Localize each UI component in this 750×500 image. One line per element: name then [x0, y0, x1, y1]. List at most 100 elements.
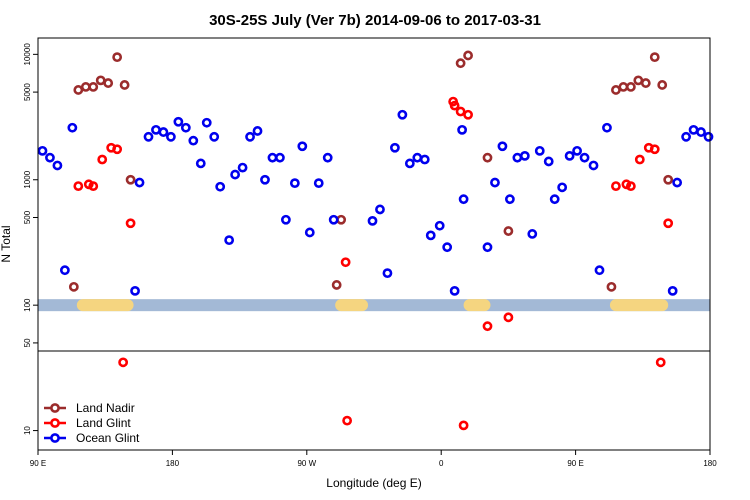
data-point — [166, 131, 176, 142]
data-point — [125, 218, 136, 229]
data-point — [209, 131, 220, 142]
data-point — [188, 135, 199, 146]
data-point — [180, 122, 191, 133]
data-point — [657, 80, 668, 90]
data-point — [482, 321, 493, 332]
data-point — [97, 154, 108, 165]
data-point — [158, 127, 169, 137]
data-point — [611, 85, 621, 95]
data-point — [504, 194, 515, 205]
data-point — [215, 181, 226, 192]
y-tick-label: 50 — [23, 338, 32, 347]
data-point — [625, 82, 636, 92]
data-point — [237, 162, 248, 173]
data-point — [681, 131, 692, 142]
plot-frame — [37, 37, 711, 451]
legend-label: Ocean Glint — [76, 431, 140, 445]
x-axis-label: Longitude (deg E) — [326, 476, 421, 490]
data-point — [390, 142, 400, 153]
data-point — [696, 127, 706, 137]
data-point — [458, 194, 469, 205]
data-point — [397, 109, 408, 120]
data-point — [649, 144, 660, 155]
data-point — [59, 265, 70, 276]
legend-marker — [50, 418, 60, 428]
data-point — [534, 145, 545, 156]
data-point — [672, 177, 683, 188]
data-point — [640, 78, 651, 88]
data-point — [367, 215, 378, 226]
data-point — [425, 230, 436, 241]
points-layer — [37, 50, 714, 431]
data-point — [703, 131, 714, 142]
data-point — [404, 158, 415, 169]
data-point — [88, 181, 99, 192]
data-point — [37, 145, 48, 156]
data-point — [52, 160, 63, 171]
data-point — [331, 280, 342, 290]
data-point — [667, 285, 678, 296]
data-point — [482, 152, 493, 163]
y-tick-label: 100 — [23, 298, 32, 312]
land-segment — [463, 299, 491, 312]
data-point — [118, 357, 129, 368]
y-axis-label: N Total — [0, 225, 13, 262]
data-point — [275, 152, 285, 163]
data-point — [455, 58, 466, 69]
data-point — [201, 117, 212, 128]
data-point — [103, 78, 114, 88]
data-point — [73, 181, 84, 192]
data-point — [134, 177, 145, 188]
data-point — [419, 154, 430, 165]
data-point — [289, 178, 300, 189]
data-point — [625, 181, 636, 192]
x-tick-label: 180 — [703, 459, 717, 468]
legend-label: Land Glint — [76, 416, 131, 430]
data-point — [588, 160, 599, 171]
data-point — [527, 229, 538, 239]
data-point — [382, 268, 393, 279]
x-axis-ticks: 90 E 180 90 W 0 90 E 180 — [30, 450, 717, 468]
legend-marker — [50, 433, 60, 443]
y-tick-label: 5000 — [23, 83, 32, 101]
chart-title: 30S-25S July (Ver 7b) 2014-09-06 to 2017… — [209, 12, 541, 29]
data-point — [260, 174, 270, 185]
data-point — [297, 141, 308, 152]
y-tick-label: 10000 — [23, 43, 32, 66]
x-tick-label: 180 — [166, 459, 180, 468]
y-tick-label: 500 — [23, 210, 32, 224]
data-point — [482, 242, 493, 253]
data-point — [463, 109, 473, 120]
data-point — [572, 145, 582, 156]
data-point — [655, 357, 666, 368]
y-tick-label: 10 — [23, 426, 32, 435]
data-point — [125, 174, 136, 185]
data-point — [442, 242, 453, 253]
data-point — [252, 126, 263, 136]
data-point — [449, 100, 460, 111]
data-point — [449, 285, 460, 296]
data-point — [602, 122, 612, 133]
data-point — [340, 257, 351, 268]
land-segment — [609, 299, 669, 312]
data-point — [119, 80, 130, 90]
data-point — [579, 152, 590, 163]
data-point — [557, 182, 568, 193]
data-point — [564, 150, 575, 161]
data-point — [130, 285, 140, 296]
data-point — [245, 131, 255, 142]
land-segment — [335, 299, 369, 312]
data-point — [455, 106, 466, 117]
data-point — [463, 50, 473, 61]
data-point — [195, 158, 206, 169]
data-point — [143, 131, 154, 142]
y-tick-label: 1000 — [23, 170, 32, 188]
data-point — [173, 116, 184, 127]
data-point — [328, 214, 339, 225]
data-point — [342, 415, 353, 426]
data-point — [663, 174, 674, 185]
data-point — [606, 281, 617, 292]
y-axis-ticks: 10 50 100 500 1000 5000 10000 — [23, 43, 38, 435]
